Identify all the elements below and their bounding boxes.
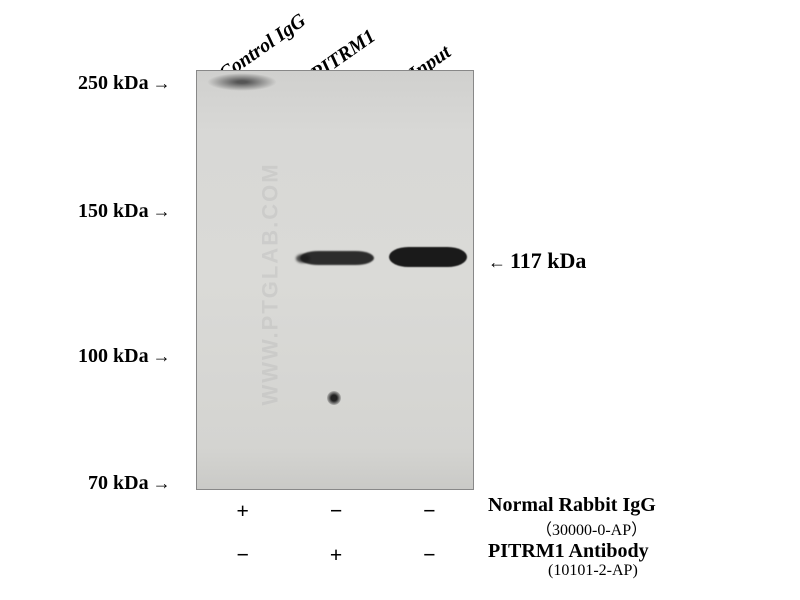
marker-70: 70 kDa→ xyxy=(88,472,171,495)
pm-cell: − xyxy=(289,498,382,524)
arrow-icon: → xyxy=(153,473,171,494)
legend-rabbit-igg: Normal Rabbit IgG xyxy=(488,494,656,517)
speck-lane2 xyxy=(327,391,341,405)
pm-cell: − xyxy=(383,498,476,524)
marker-100-text: 100 kDa xyxy=(78,345,149,367)
watermark-text: WWW.PTGLAB.COM xyxy=(258,162,284,405)
legend-pitrm1-ab-cat: (10101-2-AP) xyxy=(548,562,638,580)
figure-container: Control IgG PITRM1 Input 250 kDa→ 150 kD… xyxy=(0,0,800,600)
arrow-left-icon: ← xyxy=(488,252,506,273)
arrow-icon: → xyxy=(153,201,171,222)
marker-150: 150 kDa→ xyxy=(78,200,171,223)
blot-membrane: WWW.PTGLAB.COM xyxy=(196,70,474,490)
marker-250-text: 250 kDa xyxy=(78,72,149,94)
marker-70-text: 70 kDa xyxy=(88,472,149,494)
pm-cell: − xyxy=(196,542,289,568)
band-pitrm1-lane2 xyxy=(300,251,374,265)
legend-rabbit-igg-cat: （30000-0-AP） xyxy=(536,516,647,540)
pm-cell: − xyxy=(383,542,476,568)
marker-150-text: 150 kDa xyxy=(78,200,149,222)
pm-cell: + xyxy=(289,542,382,568)
smudge-top-lane1 xyxy=(207,73,277,91)
legend-pitrm1-ab: PITRM1 Antibody xyxy=(488,540,649,563)
band-label-117: ←117 kDa xyxy=(488,248,586,274)
band-input-lane3 xyxy=(389,247,467,267)
band-pitrm1-lane2-tail xyxy=(296,254,310,263)
pm-row-2: − + − xyxy=(196,542,476,568)
pm-row-1: + − − xyxy=(196,498,476,524)
band-label-117-text: 117 kDa xyxy=(510,248,586,273)
lane-labels-group: Control IgG PITRM1 Input xyxy=(200,5,480,75)
marker-100: 100 kDa→ xyxy=(78,345,171,368)
arrow-icon: → xyxy=(153,73,171,94)
marker-250: 250 kDa→ xyxy=(78,72,171,95)
pm-cell: + xyxy=(196,498,289,524)
arrow-icon: → xyxy=(153,346,171,367)
